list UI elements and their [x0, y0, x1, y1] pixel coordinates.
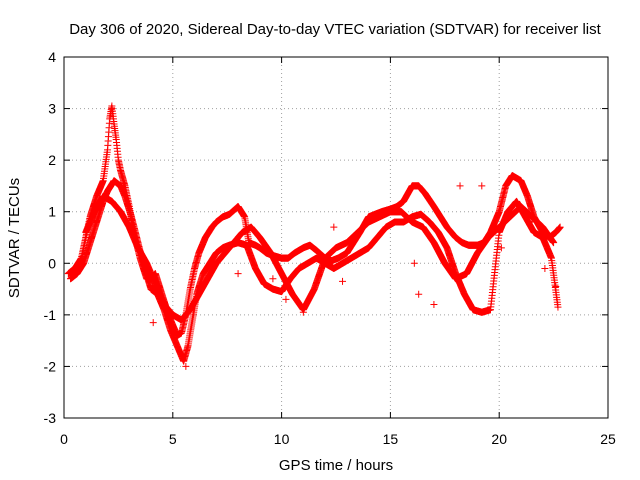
outlier-point: [478, 182, 486, 190]
axis-ticks: [63, 56, 609, 419]
data-point: [550, 239, 558, 247]
outlier-point: [149, 319, 157, 327]
x-tick-label: 10: [274, 431, 290, 447]
data-point: [556, 223, 564, 231]
y-tick-label: -2: [44, 358, 57, 374]
y-axis-title: SDTVAR / TECUs: [6, 178, 23, 298]
plot-frame: [63, 56, 609, 419]
outlier-point: [456, 182, 464, 190]
y-tick-label: 1: [48, 204, 56, 220]
outlier-point: [552, 282, 560, 290]
y-tick-label: 0: [48, 255, 56, 271]
outlier-point: [339, 277, 347, 285]
y-tick-label: 3: [48, 101, 56, 117]
x-tick-label: 5: [169, 431, 177, 447]
outlier-point: [299, 308, 307, 316]
y-tick-label: 4: [48, 49, 56, 65]
outlier-point: [282, 295, 290, 303]
outlier-point: [330, 223, 338, 231]
outlier-point: [430, 301, 438, 309]
y-tick-label: 2: [48, 152, 56, 168]
outlier-point: [528, 218, 536, 226]
outlier-point: [182, 362, 190, 370]
y-tick-label: -3: [44, 410, 57, 426]
y-tick-labels: -3 -2 -1 0 1 2 3 4: [44, 49, 57, 426]
data-points: [64, 102, 564, 370]
outlier-point: [541, 264, 549, 272]
outlier-point: [415, 290, 423, 298]
outlier-point: [497, 244, 505, 252]
data-point: [554, 303, 562, 311]
x-tick-label: 20: [491, 431, 507, 447]
x-tick-label: 25: [600, 431, 616, 447]
grid: [64, 57, 608, 418]
y-tick-label: -1: [44, 307, 57, 323]
x-tick-label: 0: [60, 431, 68, 447]
x-axis-title: GPS time / hours: [279, 457, 393, 474]
outlier-point: [234, 270, 242, 278]
outlier-point: [269, 275, 277, 283]
x-tick-labels: 0 5 10 15 20 25: [60, 431, 616, 447]
x-tick-label: 15: [383, 431, 399, 447]
chart-title: Day 306 of 2020, Sidereal Day-to-day VTE…: [69, 21, 601, 38]
outlier-point: [410, 259, 418, 267]
